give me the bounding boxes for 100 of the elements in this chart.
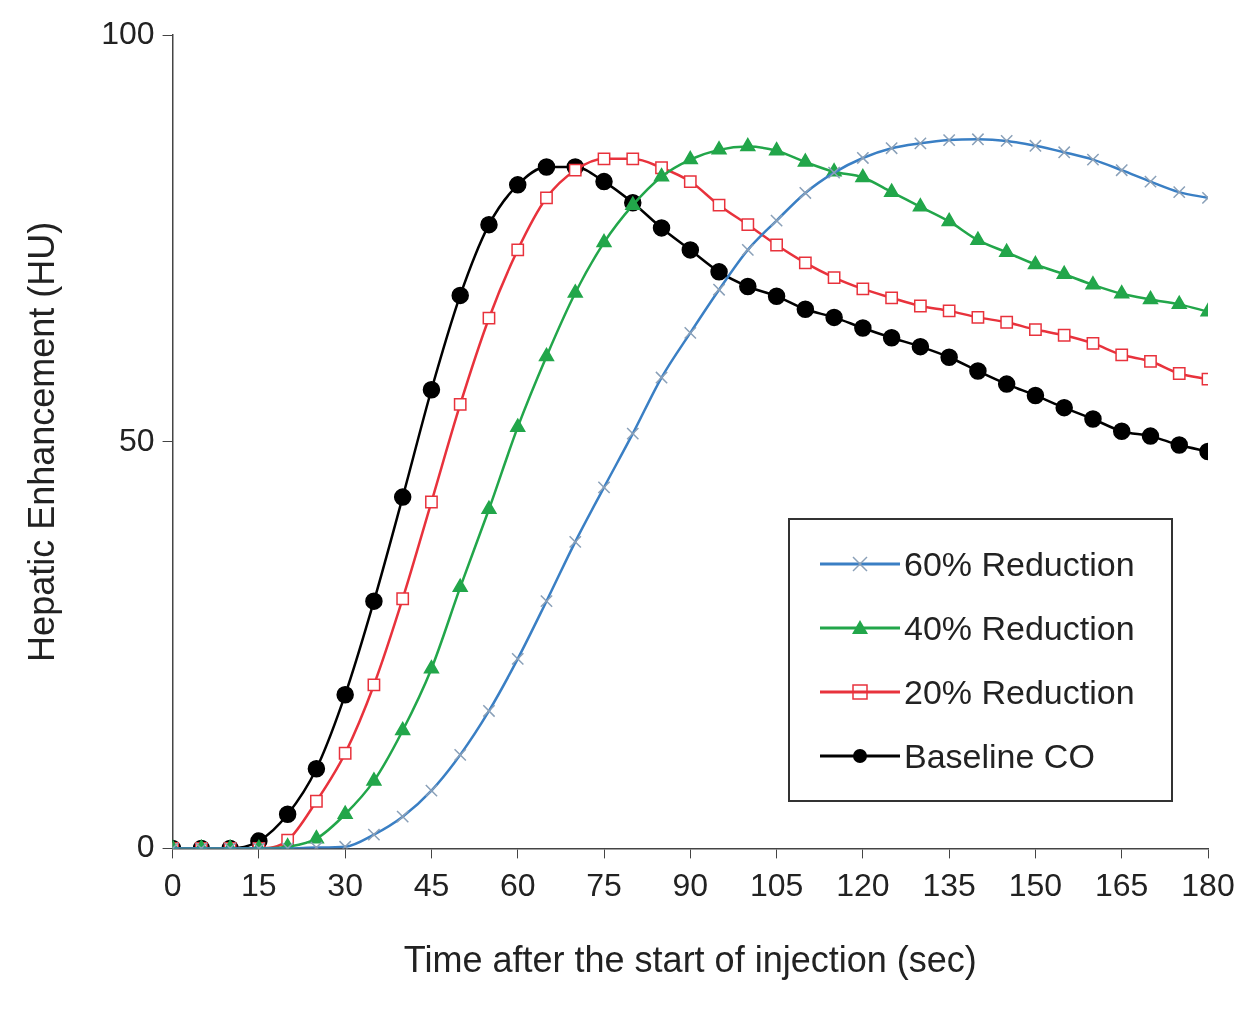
- point: [1057, 328, 1071, 342]
- point: [798, 256, 812, 270]
- point: [885, 291, 899, 305]
- point: [1056, 265, 1072, 280]
- point: [423, 659, 440, 674]
- point: [912, 198, 929, 212]
- x-tick-label: 150: [1008, 867, 1063, 904]
- point: [307, 759, 326, 778]
- point: [681, 241, 700, 259]
- point: [712, 198, 726, 212]
- point: [453, 397, 467, 411]
- point: [396, 592, 410, 606]
- point: [510, 418, 526, 432]
- point: [883, 183, 900, 197]
- point: [1085, 276, 1101, 290]
- point: [653, 167, 670, 182]
- point: [710, 263, 728, 281]
- point: [1171, 295, 1187, 310]
- x-tick-label: 0: [163, 867, 182, 904]
- x-axis-title: Time after the start of injection (sec): [403, 939, 977, 981]
- point: [998, 243, 1015, 258]
- x-tick-label: 45: [413, 867, 450, 904]
- point: [1170, 436, 1188, 454]
- point: [1084, 410, 1102, 428]
- legend-label: 40% Reduction: [904, 608, 1135, 648]
- point: [395, 721, 411, 736]
- point: [1115, 348, 1129, 362]
- point: [942, 304, 956, 318]
- point: [422, 381, 441, 399]
- point: [739, 277, 757, 296]
- point: [537, 158, 556, 176]
- x-tick-label: 75: [586, 867, 622, 904]
- point: [1141, 427, 1160, 445]
- point: [971, 310, 985, 324]
- point: [567, 284, 583, 298]
- point: [711, 141, 727, 155]
- point: [997, 375, 1016, 393]
- point: [452, 578, 468, 593]
- point: [854, 319, 872, 337]
- point: [451, 286, 469, 305]
- point: [309, 794, 323, 808]
- point: [425, 495, 438, 509]
- point: [508, 176, 527, 194]
- point: [1055, 398, 1073, 417]
- point: [941, 212, 957, 227]
- y-axis-title: Hepatic Enhancement (HU): [20, 221, 62, 662]
- point: [767, 287, 786, 305]
- point: [480, 215, 498, 234]
- point: [770, 238, 783, 252]
- point: [682, 150, 698, 165]
- x-tick-label: 90: [672, 867, 709, 904]
- point: [940, 348, 958, 366]
- point: [1029, 323, 1042, 336]
- legend-label: Baseline CO: [904, 736, 1095, 776]
- point: [652, 219, 671, 237]
- x-tick-label: 105: [749, 867, 804, 904]
- point: [683, 175, 697, 188]
- point: [568, 163, 582, 177]
- point: [741, 218, 755, 232]
- point: [740, 137, 756, 152]
- point: [540, 191, 553, 205]
- point: [1027, 255, 1044, 270]
- point: [882, 328, 901, 347]
- point: [768, 141, 785, 156]
- y-tick-label: 50: [119, 421, 155, 458]
- point: [596, 233, 612, 248]
- x-tick-label: 30: [327, 867, 363, 904]
- y-tick-label: 0: [136, 828, 155, 865]
- point: [337, 805, 353, 819]
- point: [825, 308, 843, 327]
- point: [913, 299, 927, 313]
- point: [969, 362, 987, 380]
- point: [366, 772, 382, 786]
- point: [970, 231, 986, 245]
- point: [1144, 354, 1157, 368]
- point: [1000, 315, 1014, 329]
- point: [1142, 290, 1159, 305]
- point: [481, 500, 497, 515]
- point: [482, 311, 496, 325]
- point: [538, 347, 555, 362]
- point: [797, 153, 814, 167]
- point: [1172, 367, 1186, 380]
- point: [365, 592, 383, 610]
- point: [511, 243, 525, 257]
- x-tick-label: 165: [1095, 867, 1149, 904]
- point: [308, 829, 325, 844]
- point: [626, 152, 640, 166]
- point: [1026, 386, 1045, 405]
- x-tick-label: 135: [922, 867, 976, 904]
- point: [911, 337, 930, 356]
- x-tick-label: 120: [836, 867, 890, 904]
- point: [336, 685, 354, 704]
- legend-label: 60% Reduction: [904, 544, 1135, 584]
- y-tick-label: 100: [101, 15, 155, 52]
- point: [595, 172, 613, 191]
- x-tick-label: 180: [1181, 867, 1235, 904]
- point: [1114, 285, 1130, 299]
- point: [856, 282, 870, 296]
- point: [393, 488, 412, 506]
- point: [855, 168, 871, 183]
